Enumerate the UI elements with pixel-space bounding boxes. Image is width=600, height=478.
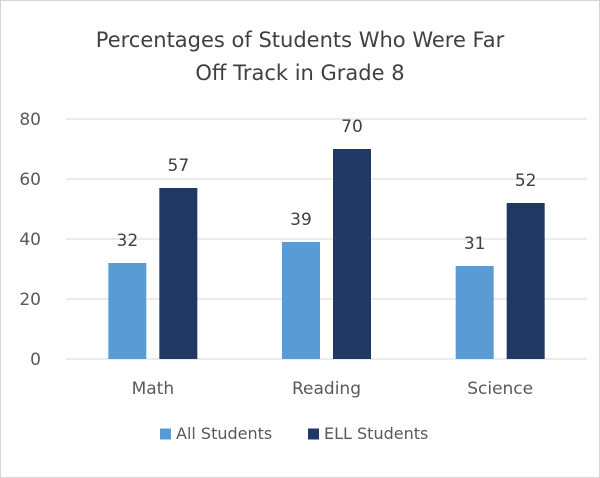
chart-title-line-1: Percentages of Students Who Were Far <box>96 28 505 52</box>
data-label: 39 <box>290 210 312 230</box>
data-label: 70 <box>341 117 363 137</box>
x-category-label: Math <box>132 379 175 399</box>
x-category-label: Reading <box>292 379 361 399</box>
y-tick-label: 20 <box>19 290 41 310</box>
y-tick-label: 80 <box>19 110 41 130</box>
data-label: 32 <box>117 231 139 251</box>
x-axis-categories: Math Reading Science <box>132 379 534 399</box>
gridlines <box>66 118 587 360</box>
y-tick-label: 60 <box>19 170 41 190</box>
chart-title-line-2: Off Track in Grade 8 <box>195 61 404 85</box>
bars <box>108 149 545 359</box>
legend-label: All Students <box>176 424 272 443</box>
y-tick-label: 40 <box>19 230 41 250</box>
x-category-label: Science <box>467 379 533 399</box>
y-axis-ticks: 0 20 40 60 80 <box>19 110 41 370</box>
data-label: 57 <box>168 156 190 176</box>
data-label: 31 <box>464 234 486 254</box>
data-labels: 32 57 39 70 31 52 <box>117 117 537 254</box>
bar-science-ell-students <box>506 203 545 359</box>
bar-science-all-students <box>455 266 494 359</box>
legend-swatch <box>308 428 319 440</box>
legend: All Students ELL Students <box>160 424 428 443</box>
data-label: 52 <box>515 171 537 191</box>
legend-label: ELL Students <box>324 424 428 443</box>
bar-reading-ell-students <box>333 149 371 359</box>
bar-math-ell-students <box>159 188 198 359</box>
y-tick-label: 0 <box>30 350 41 370</box>
bar-math-all-students <box>108 263 147 359</box>
bar-reading-all-students <box>282 242 320 359</box>
legend-swatch <box>160 428 171 440</box>
